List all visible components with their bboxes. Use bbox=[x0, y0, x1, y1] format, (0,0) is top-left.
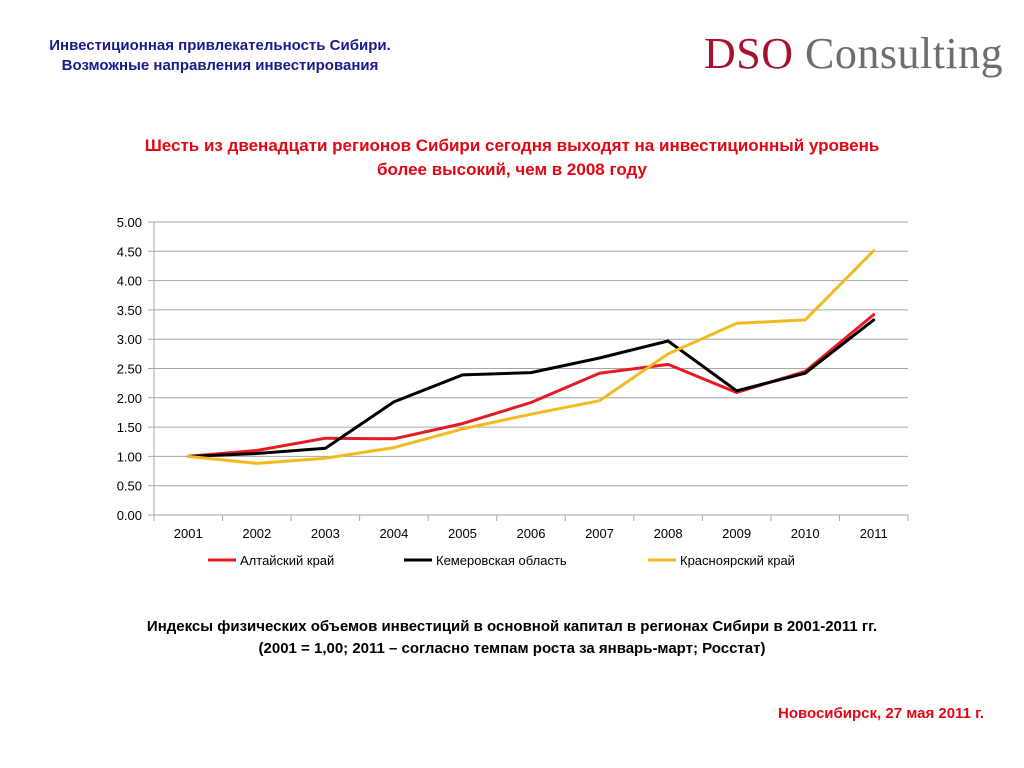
y-tick-label: 4.00 bbox=[117, 274, 142, 289]
y-tick-label: 1.00 bbox=[117, 449, 142, 464]
x-tick-label: 2011 bbox=[860, 526, 888, 541]
footer-date: Новосибирск, 27 мая 2011 г. bbox=[777, 705, 984, 722]
chart-caption: Индексы физических объемов инвестиций в … bbox=[40, 616, 984, 660]
headline-line-1: Шесть из двенадцати регионов Сибири сего… bbox=[144, 136, 880, 155]
x-tick-label: 2003 bbox=[311, 526, 340, 541]
caption-line-1: Индексы физических объемов инвестиций в … bbox=[146, 618, 878, 635]
y-tick-label: 3.00 bbox=[117, 332, 142, 347]
y-tick-label: 5.00 bbox=[117, 215, 142, 230]
header-line-1: Инвестиционная привлекательность Сибири. bbox=[49, 37, 391, 54]
series-line bbox=[186, 318, 876, 458]
series-line bbox=[186, 249, 876, 465]
y-tick-label: 1.50 bbox=[117, 420, 142, 435]
y-tick-label: 2.00 bbox=[117, 391, 142, 406]
y-tick-label: 3.50 bbox=[117, 303, 142, 318]
caption-line-2: (2001 = 1,00; 2011 – согласно темпам рос… bbox=[258, 640, 766, 657]
y-tick-label: 0.00 bbox=[117, 508, 142, 523]
header-line-2: Возможные направления инвестирования bbox=[61, 57, 379, 74]
y-tick-label: 2.50 bbox=[117, 362, 142, 377]
logo-dso: DSO bbox=[704, 29, 794, 78]
x-tick-label: 2001 bbox=[174, 526, 203, 541]
legend-label: Алтайский край bbox=[240, 553, 334, 568]
logo-consulting: Consulting bbox=[805, 29, 1004, 78]
x-tick-label: 2006 bbox=[517, 526, 546, 541]
x-tick-label: 2007 bbox=[585, 526, 614, 541]
x-tick-label: 2002 bbox=[242, 526, 271, 541]
legend-label: Кемеровская область bbox=[436, 553, 567, 568]
x-tick-label: 2009 bbox=[722, 526, 751, 541]
headline-line-2: более высокий, чем в 2008 году bbox=[377, 160, 647, 179]
x-tick-label: 2008 bbox=[654, 526, 683, 541]
x-tick-label: 2010 bbox=[791, 526, 820, 541]
legend-label: Красноярский край bbox=[680, 553, 795, 568]
investment-index-chart: 0.00 0.50 1.00 1.50 2.00 2.50 3.00 3.50 4.00 4.50… bbox=[117, 215, 909, 568]
series-line bbox=[186, 313, 876, 458]
y-tick-label: 0.50 bbox=[117, 479, 142, 494]
company-logo: DSO Consulting bbox=[704, 30, 1003, 78]
slide-headline: Шесть из двенадцати регионов Сибири сего… bbox=[40, 134, 984, 182]
y-tick-label: 4.50 bbox=[117, 244, 142, 259]
x-tick-label: 2004 bbox=[379, 526, 408, 541]
presentation-header: Инвестиционная привлекательность Сибири.… bbox=[10, 36, 430, 76]
x-tick-label: 2005 bbox=[448, 526, 477, 541]
